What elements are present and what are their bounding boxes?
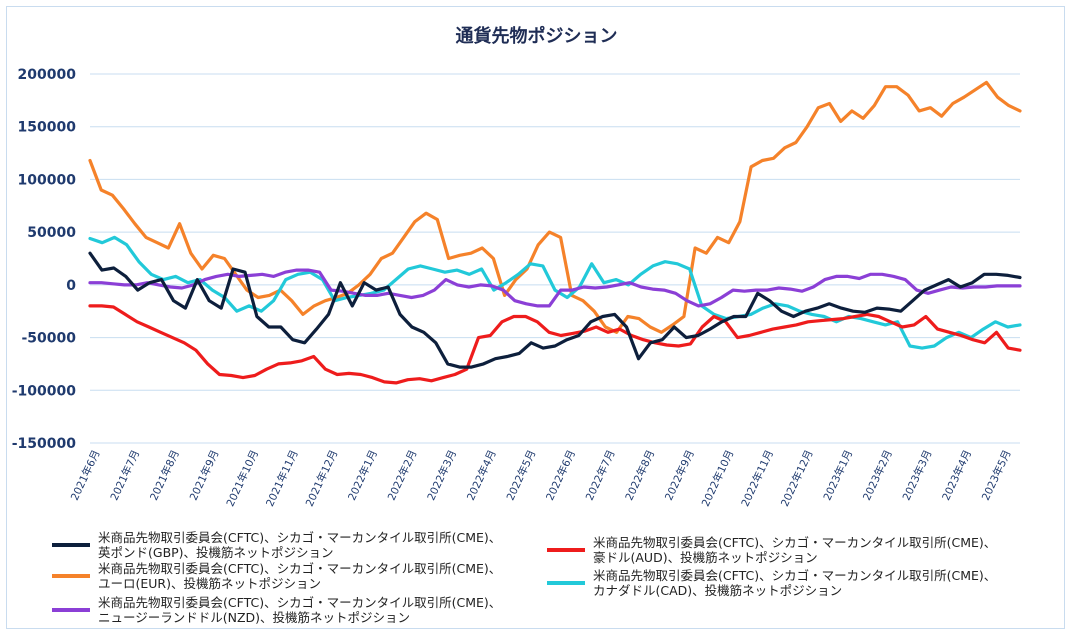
legend-item-aud: 米商品先物取引委員会(CFTC)、シカゴ・マーカンタイル取引所(CME)、 豪ド… [547, 535, 996, 565]
x-tick-label: 2022年11月 [738, 448, 776, 509]
x-tick-label: 2022年3月 [424, 448, 459, 503]
x-tick-label: 2022年10月 [699, 448, 737, 509]
x-tick-label: 2022年9月 [662, 448, 697, 503]
y-tick-label: 50000 [27, 225, 76, 241]
x-tick-label: 2023年5月 [979, 448, 1014, 503]
series-line-eur [88, 80, 1022, 334]
y-axis-tick-labels: 200000 150000 100000 50000 0 -50000 -100000 -15… [12, 67, 77, 452]
legend-swatch-cad [547, 581, 585, 585]
legend-item-cad: 米商品先物取引委員会(CFTC)、シカゴ・マーカンタイル取引所(CME)、 カナ… [547, 568, 996, 598]
y-tick-label: 100000 [18, 172, 77, 188]
x-tick-label: 2022年5月 [504, 448, 539, 503]
series-line-aud [88, 304, 1022, 385]
legend-item-gbp: 米商品先物取引委員会(CFTC)、シカゴ・マーカンタイル取引所(CME)、 英ポ… [52, 530, 501, 560]
y-tick-label: -50000 [21, 331, 76, 347]
legend-swatch-gbp [52, 543, 90, 547]
x-tick-label: 2021年7月 [108, 448, 143, 503]
x-tick-label: 2022年4月 [464, 448, 499, 503]
legend-label-aud: 米商品先物取引委員会(CFTC)、シカゴ・マーカンタイル取引所(CME)、 豪ド… [593, 535, 997, 565]
x-tick-label: 2023年1月 [821, 448, 856, 503]
y-tick-label: 200000 [18, 67, 77, 83]
y-tick-label: -100000 [12, 383, 77, 399]
chart-title: 通貨先物ポジション [455, 26, 618, 47]
x-tick-label: 2023年4月 [939, 448, 974, 503]
legend-item-nzd: 米商品先物取引委員会(CFTC)、シカゴ・マーカンタイル取引所(CME)、 ニュ… [52, 595, 501, 625]
x-tick-label: 2021年8月 [147, 448, 182, 503]
x-tick-label: 2021年11月 [263, 448, 301, 509]
x-tick-label: 2022年1月 [345, 448, 380, 503]
legend-label-nzd: 米商品先物取引委員会(CFTC)、シカゴ・マーカンタイル取引所(CME)、 ニュ… [98, 595, 502, 625]
y-tick-label: -150000 [12, 436, 77, 452]
legend-swatch-nzd [52, 608, 90, 612]
x-tick-label: 2021年12月 [303, 448, 341, 509]
x-tick-label: 2022年12月 [778, 448, 816, 509]
y-tick-label: 150000 [18, 120, 77, 136]
x-tick-label: 2022年6月 [543, 448, 578, 503]
series-line-cad [88, 235, 1022, 350]
legend-swatch-eur [52, 574, 90, 578]
legend-item-eur: 米商品先物取引委員会(CFTC)、シカゴ・マーカンタイル取引所(CME)、 ユー… [52, 561, 501, 591]
x-tick-label: 2022年7月 [583, 448, 618, 503]
x-tick-label: 2022年8月 [622, 448, 657, 503]
x-axis-tick-labels: 2021年6月 2021年7月 2021年8月 2021年9月 2021年10月 2021… [68, 448, 1014, 509]
series-line-gbp [88, 251, 1022, 369]
x-tick-label: 2022年2月 [385, 448, 420, 503]
series-lines [88, 80, 1022, 385]
x-tick-label: 2023年2月 [860, 448, 895, 503]
y-tick-label: 0 [66, 278, 76, 294]
x-tick-label: 2021年6月 [68, 448, 103, 503]
chart-frame [6, 6, 1065, 629]
legend-swatch-aud [547, 548, 585, 552]
legend-label-gbp: 米商品先物取引委員会(CFTC)、シカゴ・マーカンタイル取引所(CME)、 英ポ… [98, 530, 502, 560]
x-tick-label: 2021年9月 [187, 448, 222, 503]
grid-lines [90, 73, 1020, 444]
legend-label-cad: 米商品先物取引委員会(CFTC)、シカゴ・マーカンタイル取引所(CME)、 カナ… [593, 568, 997, 598]
x-tick-label: 2023年3月 [900, 448, 935, 503]
x-tick-label: 2021年10月 [224, 448, 262, 509]
legend-label-eur: 米商品先物取引委員会(CFTC)、シカゴ・マーカンタイル取引所(CME)、 ユー… [98, 561, 502, 591]
